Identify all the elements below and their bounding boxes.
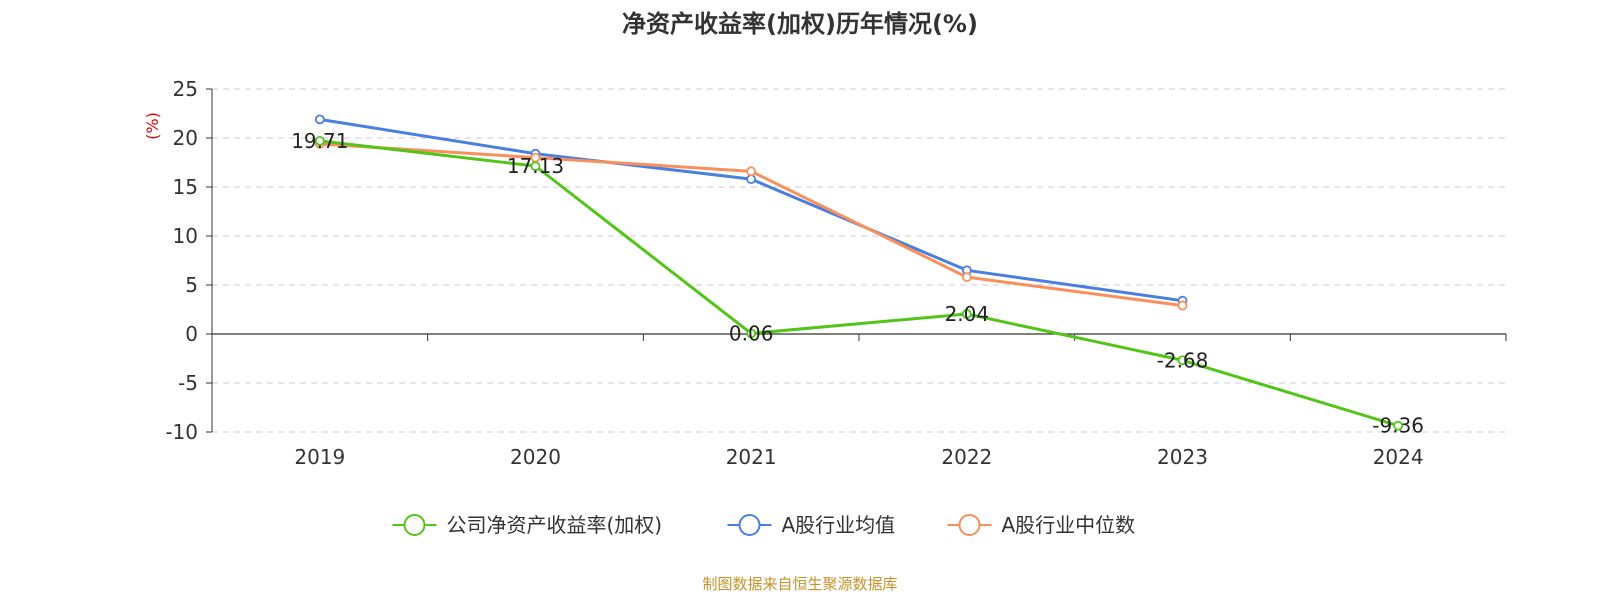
legend-label: 公司净资产收益率(加权) [447,513,663,537]
legend-label: A股行业中位数 [1002,513,1136,537]
data-point [1393,420,1404,431]
data-point [746,174,757,185]
legend-marker [738,514,761,536]
data-point [746,166,757,177]
source-note: 制图数据来自恒生聚源数据库 [702,575,897,593]
series-line [319,139,1399,428]
x-tick-label: 2023 [1157,445,1208,469]
x-tick-label: 2024 [1373,445,1424,469]
data-point [314,135,325,146]
series-line [319,117,1183,303]
data-labels: 19.71 17.13 0.06 2.04 -2.68 -9.36 [291,129,1424,438]
axes: 25 20 15 10 5 0 -5 -10 2019 2020 2021 2022 2023 2024 [165,77,1507,469]
y-tick-label: 25 [173,77,198,101]
legend-label: A股行业均值 [782,513,896,537]
y-tick-label: 10 [173,224,198,248]
data-point [1177,355,1188,366]
x-tick-label: 2022 [941,445,992,469]
y-tick-label: 20 [173,126,198,150]
legend: 公司净资产收益率(加权) A股行业均值 A股行业中位数 [392,513,1136,537]
y-axis-unit-label: (%) [143,112,162,140]
grid-lines [212,88,1506,433]
data-point [961,272,972,283]
series-lines [314,114,1404,431]
data-point [530,161,541,172]
data-label: 2.04 [945,302,990,326]
data-point [314,114,325,125]
data-point [961,309,972,319]
legend-marker [403,514,426,536]
data-label: 17.13 [507,154,564,178]
chart-title: 净资产收益率(加权)历年情况(%) [622,10,978,38]
y-tick-label: 5 [185,273,198,297]
x-tick-label: 2021 [726,445,777,469]
y-tick-label: -5 [178,371,198,395]
data-point [746,328,757,339]
y-tick-label: -10 [165,420,198,444]
data-label: 0.06 [729,321,774,345]
data-label: 19.71 [291,129,348,153]
data-point [1177,300,1188,311]
y-tick-label: 15 [173,175,198,199]
legend-marker [958,514,981,536]
x-tick-label: 2020 [510,445,561,469]
data-label: -2.68 [1157,348,1209,372]
data-label: -9.36 [1372,414,1424,438]
y-tick-label: 0 [185,322,198,346]
x-tick-label: 2019 [294,445,345,469]
